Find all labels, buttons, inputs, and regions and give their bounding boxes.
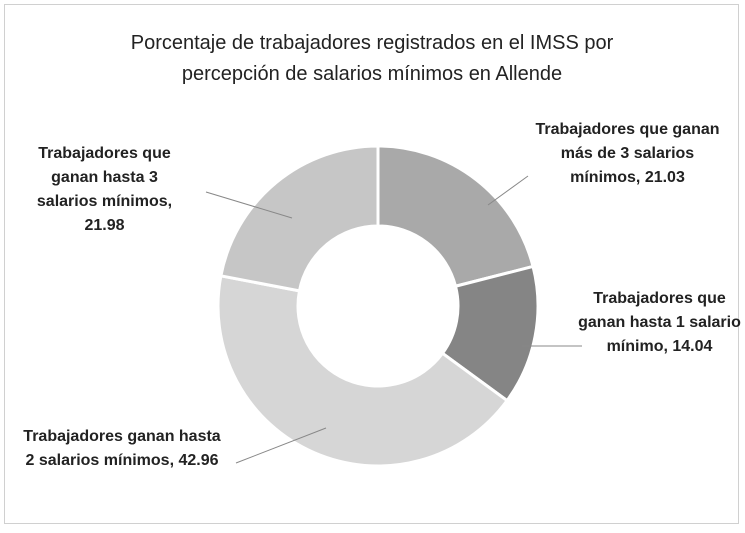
data-label-separator: ,: [635, 169, 645, 186]
leader-line: [205, 191, 293, 219]
data-label-category: Trabajadores que ganan hasta 1 salario m…: [578, 290, 741, 355]
data-label-value: 14.04: [672, 338, 713, 355]
chart-frame: [4, 4, 739, 524]
data-label-separator: ,: [663, 338, 673, 355]
data-label-value: 42.96: [178, 452, 219, 469]
data-label-value: 21.98: [84, 217, 125, 234]
data-label: Trabajadores que ganan más de 3 salarios…: [535, 118, 720, 190]
chart-title: Porcentaje de trabajadores registrados e…: [130, 32, 614, 85]
donut-slice: [376, 144, 535, 289]
data-label: Trabajadores que ganan hasta 1 salario m…: [572, 287, 745, 359]
data-label-separator: ,: [167, 193, 173, 210]
data-label: Trabajadores ganan hasta 2 salarios míni…: [22, 425, 222, 473]
leader-line: [487, 175, 529, 206]
data-label-value: 21.03: [644, 169, 685, 186]
data-label: Trabajadores que ganan hasta 3 salarios …: [22, 142, 187, 238]
data-label-separator: ,: [169, 452, 179, 469]
donut-slice: [216, 274, 510, 468]
data-label-category: Trabajadores que ganan hasta 3 salarios …: [36, 145, 171, 210]
data-label-category: Trabajadores que ganan más de 3 salarios…: [535, 121, 720, 186]
leader-line: [235, 427, 327, 464]
donut-slice: [219, 144, 380, 293]
data-label-category: Trabajadores ganan hasta 2 salarios míni…: [23, 428, 221, 469]
